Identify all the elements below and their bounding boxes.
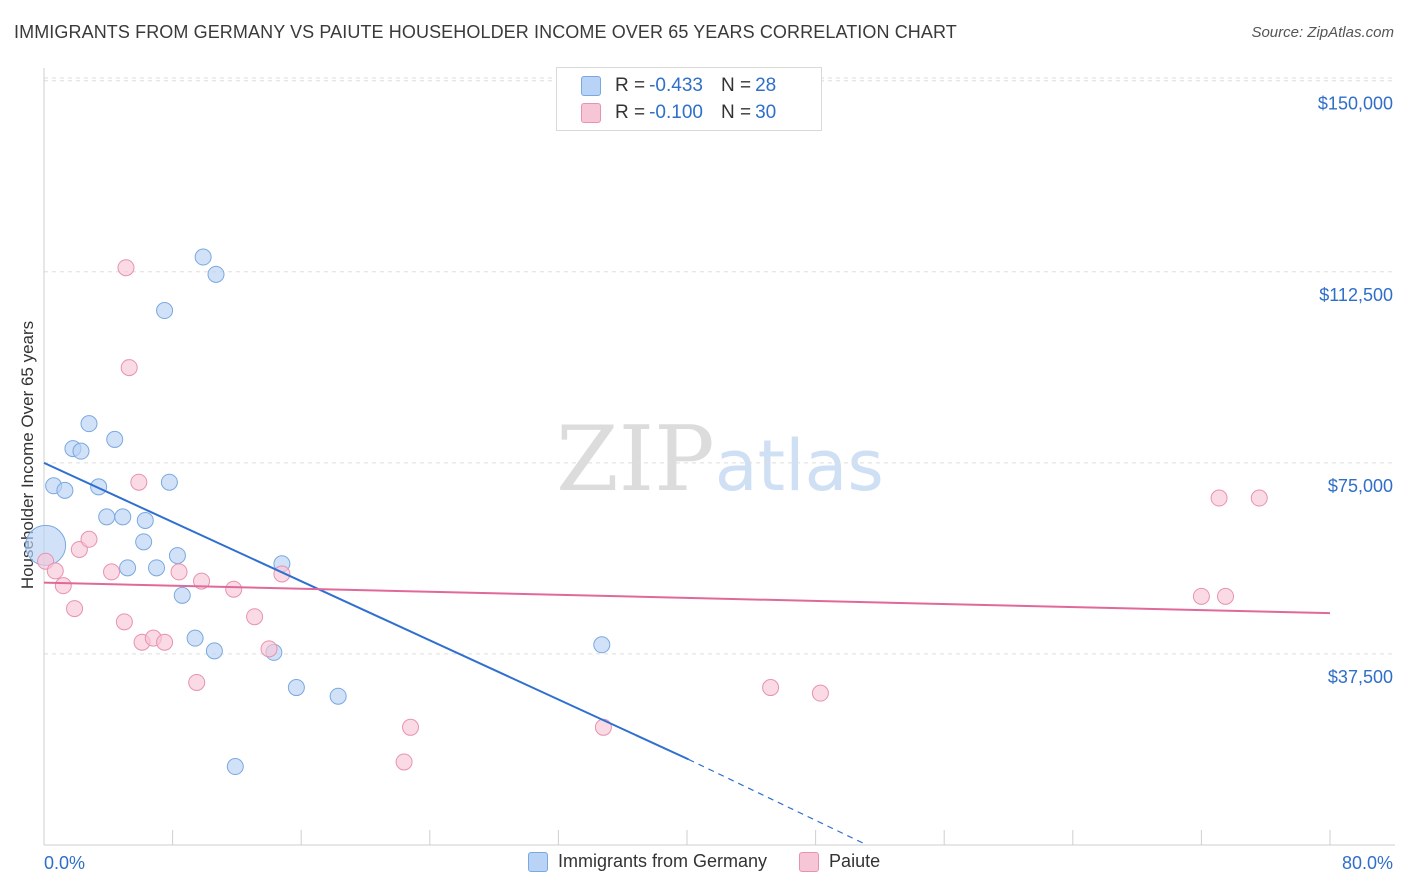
germany-point xyxy=(98,508,116,526)
paiute-point xyxy=(120,359,138,377)
germany-point xyxy=(186,629,204,647)
paiute-point xyxy=(115,613,133,631)
germany-point xyxy=(119,559,137,577)
paiute-legend-swatch xyxy=(799,851,820,872)
paiute-point xyxy=(395,753,413,771)
paiute-point xyxy=(117,259,135,277)
paiute-trend-line xyxy=(43,581,1331,615)
germany-point xyxy=(114,508,132,526)
paiute-point xyxy=(130,473,148,491)
paiute-point xyxy=(46,562,64,580)
paiute-point xyxy=(225,580,243,598)
r-label: R = xyxy=(615,102,646,123)
paiute-swatch xyxy=(581,103,601,123)
y-tick-label: $112,500 xyxy=(1319,285,1393,305)
source-credit: Source: ZipAtlas.com xyxy=(1251,24,1394,41)
stats-legend-row-paiute: R = -0.100 N = 30 xyxy=(581,101,780,125)
germany-point xyxy=(207,265,225,283)
paiute-point xyxy=(80,530,98,548)
watermark-zip: ZIP xyxy=(556,407,715,512)
r-value: -0.100 xyxy=(649,102,703,123)
germany-point xyxy=(168,547,186,565)
paiute-point xyxy=(1217,587,1235,605)
x-tick-label: 0.0% xyxy=(44,853,85,873)
paiute-point xyxy=(1250,489,1268,507)
legend-label-paiute: Paiute xyxy=(829,851,881,871)
n-value: 28 xyxy=(755,75,777,96)
germany-point xyxy=(56,481,74,499)
r-label: R = xyxy=(615,75,646,96)
legend-item-germany[interactable]: Immigrants from Germany xyxy=(528,851,767,872)
paiute-point xyxy=(402,718,420,736)
germany-point xyxy=(135,533,153,551)
y-tick-label: $75,000 xyxy=(1328,476,1393,496)
y-tick-label: $150,000 xyxy=(1318,94,1393,114)
paiute-point xyxy=(762,679,780,697)
watermark-atlas: atlas xyxy=(715,425,884,507)
paiute-point xyxy=(54,577,72,595)
germany-point xyxy=(156,302,174,320)
stats-legend-row-germany: R = -0.433 N = 28 xyxy=(581,74,780,98)
germany-point xyxy=(287,679,305,697)
legend-item-paiute[interactable]: Paiute xyxy=(799,851,880,872)
y-tick-label: $37,500 xyxy=(1328,667,1393,687)
germany-point xyxy=(136,511,154,529)
germany-trend-line xyxy=(43,461,690,761)
r-value: -0.433 xyxy=(649,75,703,96)
germany-trend-extension xyxy=(688,758,868,846)
germany-point xyxy=(329,687,347,705)
germany-point xyxy=(80,415,98,433)
germany-point xyxy=(173,586,191,604)
germany-point xyxy=(593,636,611,654)
paiute-point xyxy=(170,563,188,581)
n-value: 30 xyxy=(755,102,777,123)
chart-title: IMMIGRANTS FROM GERMANY VS PAIUTE HOUSEH… xyxy=(14,22,957,42)
paiute-point xyxy=(103,563,121,581)
germany-point xyxy=(194,248,212,266)
germany-point xyxy=(106,430,124,448)
paiute-point xyxy=(66,600,84,618)
germany-point xyxy=(148,559,166,577)
germany-swatch xyxy=(581,76,601,96)
germany-point xyxy=(205,642,223,660)
germany-legend-swatch xyxy=(528,851,548,872)
paiute-point xyxy=(193,572,211,590)
germany-point xyxy=(226,758,244,776)
paiute-point xyxy=(811,684,829,702)
paiute-point xyxy=(1210,489,1228,507)
watermark: ZIPatlas xyxy=(556,407,884,512)
paiute-point xyxy=(246,608,264,626)
series-legend: Immigrants from Germany Paiute xyxy=(528,851,912,872)
germany-point xyxy=(72,442,90,460)
stats-legend: R = -0.433 N = 28 R = -0.100 N = 30 xyxy=(556,67,822,131)
paiute-point xyxy=(260,640,278,658)
n-label: N = xyxy=(720,75,752,96)
x-tick-label: 80.0% xyxy=(1342,853,1393,873)
n-label: N = xyxy=(720,102,752,123)
paiute-point xyxy=(1192,587,1210,605)
germany-point xyxy=(90,478,108,496)
paiute-point xyxy=(188,673,206,691)
legend-label-germany: Immigrants from Germany xyxy=(558,851,768,871)
paiute-point xyxy=(156,633,174,651)
germany-point xyxy=(160,473,178,491)
